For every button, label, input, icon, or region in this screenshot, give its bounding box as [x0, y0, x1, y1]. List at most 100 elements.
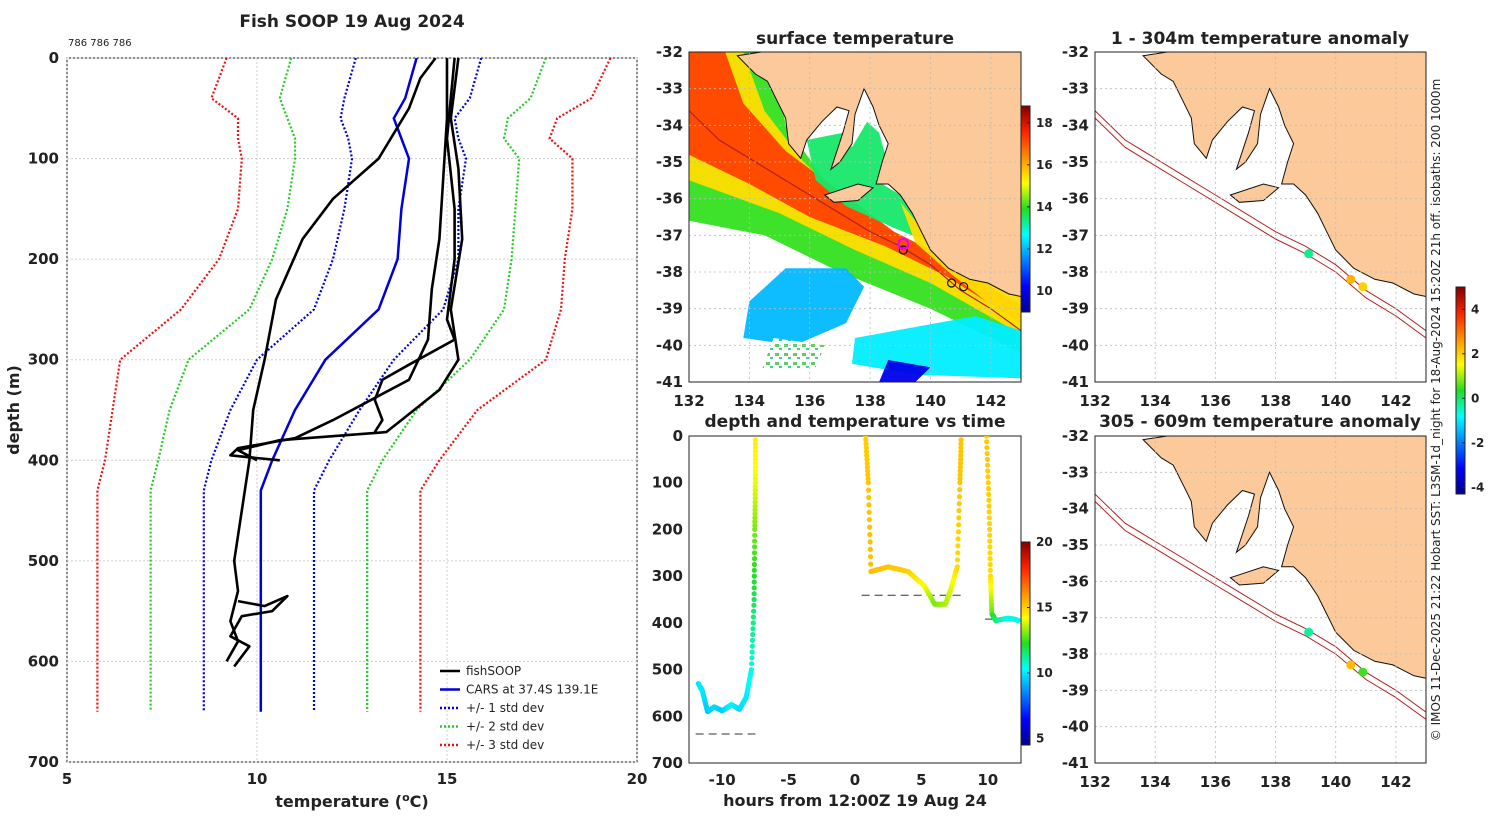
- sst-colorbar-ticklabel: 14: [1036, 200, 1053, 214]
- map-ytick: -34: [1062, 116, 1089, 134]
- ts-point: [954, 564, 960, 570]
- ts-point: [957, 472, 963, 478]
- map-ytick: -35: [1062, 153, 1089, 171]
- ts-point: [958, 449, 964, 455]
- ts-point: [752, 468, 759, 474]
- ts-plot-area: [688, 435, 1022, 764]
- ts-point: [985, 480, 991, 486]
- ts-point: [987, 538, 993, 544]
- fishsoop-cast-line: [225, 58, 437, 663]
- ts-point: [986, 521, 993, 527]
- sst-ticks: 132 134 136 138 140 142 -32 -33 -34 -35 -36 -37 -38 -…: [656, 43, 1007, 410]
- ts-point: [752, 452, 759, 459]
- ts-ytick: 100: [652, 474, 683, 492]
- map-ytick: -40: [1062, 336, 1089, 354]
- ts-xtick: 0: [850, 771, 860, 789]
- ts-ytick: 200: [652, 520, 683, 538]
- map-xtick: 136: [1200, 392, 1231, 410]
- map-ytick: -36: [1062, 572, 1089, 590]
- sst-fish-positions: [897, 237, 969, 292]
- anom2-points: [1304, 627, 1368, 677]
- ts-xtick: 10: [977, 771, 998, 789]
- ts-point: [958, 441, 964, 447]
- anom1-anomaly-point: [1304, 249, 1314, 259]
- map-ytick: -38: [656, 263, 683, 281]
- ts-point: [749, 661, 755, 667]
- ts-point: [752, 480, 759, 486]
- sst-fish-position: [946, 278, 957, 288]
- sst-title: surface temperature: [756, 29, 954, 49]
- anom1-isobaths: [1095, 110, 1426, 339]
- map-ytick: -36: [1062, 190, 1089, 208]
- ts-point: [863, 445, 869, 451]
- anom-colorbar-ticklabel: 4: [1471, 302, 1479, 316]
- map-ytick: -40: [1062, 718, 1089, 736]
- sst-land-kangaroo-island: [823, 183, 875, 203]
- ts-point: [750, 620, 756, 626]
- legend-label: CARS at 37.4S 139.1E: [466, 683, 598, 697]
- ts-point: [987, 532, 993, 538]
- map-ytick: -36: [656, 190, 683, 208]
- anomaly-shallow-chart: 1 - 304m temperature anomaly 132 134 136 13…: [1062, 29, 1484, 495]
- anom2-isobath: [1095, 501, 1426, 720]
- ts-point: [956, 508, 962, 514]
- anom1-title: 1 - 304m temperature anomaly: [1111, 29, 1409, 49]
- anom-colorbar-ticklabel: -2: [1471, 436, 1484, 450]
- ts-ytick: 700: [652, 754, 683, 772]
- anom1-grid: [1095, 52, 1426, 382]
- ts-ytick: 0: [673, 427, 683, 445]
- profile-std-lines: [96, 58, 612, 712]
- ts-point: [751, 573, 757, 579]
- ts-point: [752, 538, 758, 544]
- ts-point: [868, 561, 874, 567]
- map-ytick: -37: [656, 226, 683, 244]
- ts-ytick: 300: [652, 567, 683, 585]
- ts-point: [864, 464, 871, 470]
- ts-point: [865, 487, 872, 493]
- sst-offshore-patch: [743, 268, 865, 346]
- sst-current-position-marker: [897, 237, 910, 251]
- ts-point: [752, 441, 759, 447]
- ts-point: [986, 515, 992, 521]
- ts-ytick: 400: [652, 614, 683, 632]
- anom1-points: [1304, 249, 1368, 292]
- sst-colorbar: 10 12 14 16 18: [1020, 105, 1053, 313]
- ts-point: [866, 502, 872, 508]
- map-xtick: 134: [1140, 773, 1171, 791]
- map-xtick: 140: [1320, 392, 1351, 410]
- ts-point: [987, 556, 993, 562]
- anom2-grid: [1095, 436, 1426, 763]
- profile-legend: fishSOOP CARS at 37.4S 139.1E +/- 1 std de…: [440, 664, 598, 752]
- profile-xtick: 10: [247, 770, 268, 788]
- ts-point: [955, 529, 962, 535]
- ts-point: [750, 631, 756, 638]
- ts-point: [751, 596, 757, 603]
- ts-point: [987, 561, 993, 568]
- anom-colorbar-ticklabel: 2: [1471, 347, 1479, 361]
- ts-point: [751, 579, 757, 585]
- anom2-isobaths: [1095, 493, 1426, 720]
- map-xtick: 140: [1320, 773, 1351, 791]
- anom2-isobath: [1095, 493, 1426, 713]
- profile-std1-plus-line: [312, 58, 483, 712]
- fishsoop-profiles: [225, 58, 464, 668]
- ts-point: [957, 460, 964, 466]
- ts-point: [984, 445, 990, 451]
- ts-colorbar-ticklabel: 5: [1036, 731, 1044, 745]
- ts-point: [955, 536, 961, 542]
- profile-ytick: 400: [28, 451, 59, 469]
- ts-point: [751, 561, 758, 568]
- ts-point: [865, 472, 871, 478]
- ts-point: [957, 464, 964, 470]
- ts-point: [751, 602, 757, 608]
- anom2-ticks: 132 134 136 138 140 142 -32 -33 -34 -35 -36 -37 -38 -…: [1062, 427, 1412, 791]
- side-note: © IMOS 11-Dec-2025 21:22 Hobart SST: L3S…: [1429, 79, 1443, 742]
- sst-shelf-isobath: [689, 110, 1021, 332]
- ts-point: [752, 526, 758, 533]
- ts-point: [748, 667, 755, 673]
- ts-point: [752, 476, 759, 482]
- ts-point: [752, 456, 759, 462]
- ts-point: [752, 445, 759, 451]
- ts-point: [987, 567, 993, 573]
